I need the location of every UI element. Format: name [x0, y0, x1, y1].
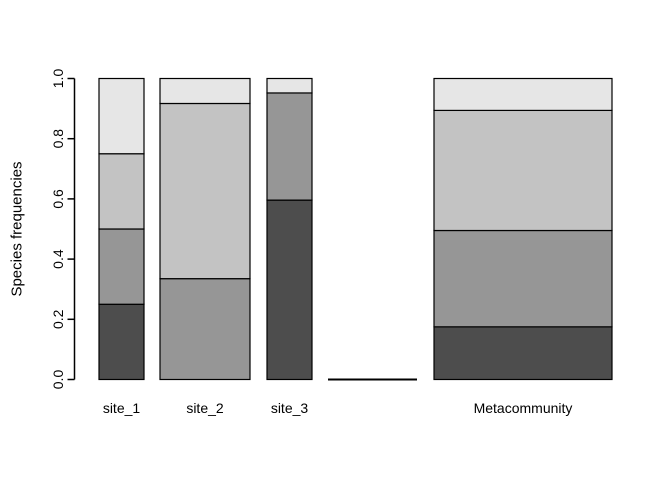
y-tick-label: 1.0	[50, 69, 66, 89]
x-category-label: site_2	[186, 400, 224, 416]
bar-segment-species-2-gray	[266, 92, 313, 201]
bar-segment-species-1-darkgray	[433, 326, 613, 381]
y-axis-title: Species frequencies	[9, 161, 26, 296]
bar-segment-species-2-gray	[159, 278, 251, 381]
y-tick-label: 0.4	[50, 249, 66, 269]
bar-segment-species-4-palegray	[266, 77, 313, 94]
x-category-label: Metacommunity	[474, 400, 573, 416]
bar-segment-species-4-palegray	[98, 77, 145, 155]
bar-segment-species-1-darkgray	[266, 199, 313, 381]
y-tick-label: 0.8	[50, 129, 66, 149]
bar-segment-species-2-gray	[98, 228, 145, 305]
bar-segment-species-3-lightgray	[433, 109, 613, 232]
bar-segment-species-1-darkgray	[98, 303, 145, 381]
x-category-label: site_3	[271, 400, 309, 416]
bar-segment-species-3-lightgray	[159, 102, 251, 280]
y-tick-label: 0.2	[50, 309, 66, 329]
bar-segment-species-4-palegray	[159, 77, 251, 105]
y-tick-label: 0.6	[50, 189, 66, 209]
x-category-label: site_1	[103, 400, 141, 416]
bar-segment-species-4-palegray	[433, 77, 613, 112]
bar-segment-species-3-lightgray	[98, 153, 145, 230]
bar-segment-species-2-gray	[433, 229, 613, 328]
y-tick-label: 0.0	[50, 370, 66, 390]
